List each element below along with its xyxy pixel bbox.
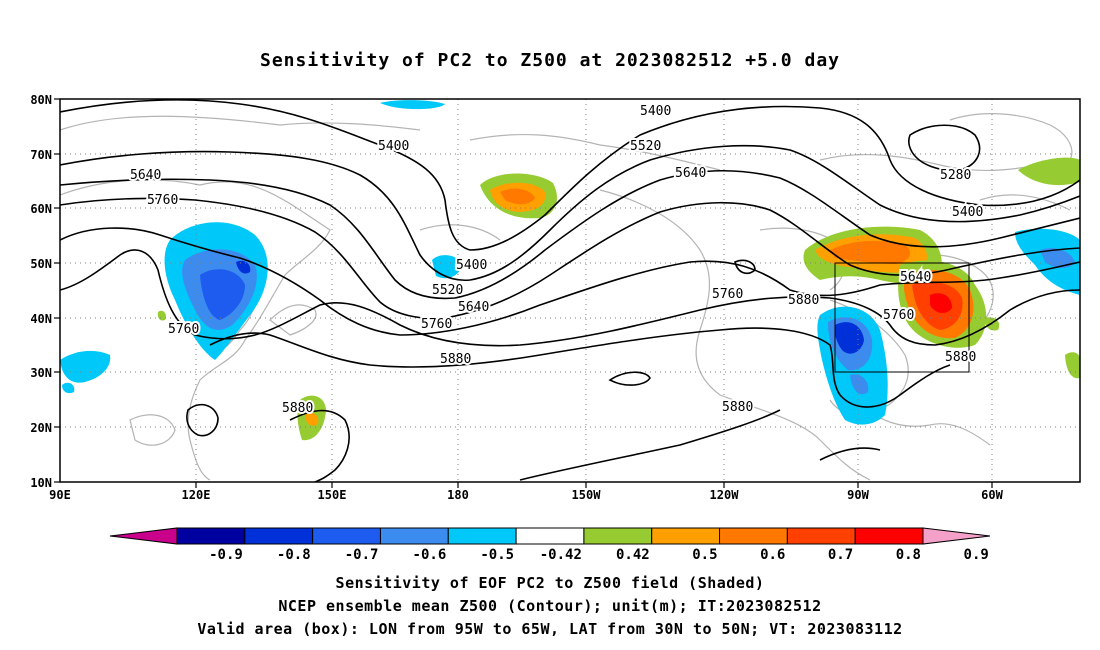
contour-label: 5400 — [640, 104, 671, 119]
contour-label: 5520 — [432, 283, 463, 298]
lon-label: 150W — [572, 488, 602, 502]
contour-label: 5640 — [675, 166, 706, 181]
shade-neg-west-pacific — [60, 350, 111, 383]
contour-label: 5760 — [147, 193, 178, 208]
colorbar-label: -0.7 — [345, 547, 379, 563]
colorbar-segment — [515, 527, 585, 545]
caption-shading: Sensitivity of EOF PC2 to Z500 field (Sh… — [335, 574, 765, 592]
contour-label: 5880 — [440, 352, 471, 367]
contour-label: 5280 — [940, 168, 971, 183]
colorbar-label: 0.9 — [964, 547, 989, 563]
colorbar-label: -0.5 — [480, 547, 514, 563]
contour-label: 5760 — [421, 317, 452, 332]
tick-marks — [54, 98, 993, 488]
colorbar-label: 0.42 — [616, 547, 650, 563]
contour-label: 5400 — [952, 205, 983, 220]
lon-label: 60W — [981, 488, 1003, 502]
lat-label: 60N — [30, 202, 52, 216]
contour-label: 5400 — [378, 139, 409, 154]
z500-contours — [60, 99, 1080, 482]
lon-label: 90E — [49, 488, 71, 502]
valid-area-box — [834, 262, 970, 373]
lon-label: 120W — [710, 488, 740, 502]
contour-label: 5640 — [458, 300, 489, 315]
shade-neg-arctic — [380, 100, 445, 110]
colorbar-segment — [651, 527, 721, 545]
sensitivity-shading — [60, 100, 1080, 441]
contour-label: 5760 — [712, 287, 743, 302]
lon-label: 90W — [847, 488, 869, 502]
colorbar-label: 0.5 — [692, 547, 717, 563]
contour-label: 5640 — [130, 168, 161, 183]
lon-label: 120E — [182, 488, 211, 502]
colorbar-label: -0.9 — [209, 547, 243, 563]
lon-label: 180 — [447, 488, 469, 502]
contour-label: 5640 — [900, 270, 931, 285]
shade-pos-greenland — [1018, 157, 1080, 186]
contour-label: 5880 — [282, 401, 313, 416]
contour-label-box: 5880 — [945, 350, 976, 365]
contour-label: 5760 — [883, 308, 914, 323]
lat-label: 10N — [30, 476, 52, 490]
colorbar-label: 0.8 — [896, 547, 921, 563]
colorbar-segment — [379, 527, 449, 545]
caption-valid-area: Valid area (box): LON from 95W to 65W, L… — [197, 620, 903, 638]
colorbar-label: -0.42 — [540, 547, 582, 563]
colorbar-segment — [176, 527, 246, 545]
lat-label: 40N — [30, 312, 52, 326]
map-title: Sensitivity of PC2 to Z500 at 2023082512… — [259, 50, 840, 71]
latitude-labels: 80N 70N 60N 50N 40N 30N 20N 10N — [30, 93, 52, 490]
colorbar-label: -0.8 — [277, 547, 311, 563]
contour-label: 5520 — [630, 139, 661, 154]
contour-label: 5880 — [722, 400, 753, 415]
contour-labels: 5400 5400 5520 5640 5760 5640 5760 5400 … — [128, 102, 985, 418]
colorbar: -0.9 -0.8 -0.7 -0.6 -0.5 -0.42 0.42 0.5 0.6 0.7 0.… — [109, 527, 991, 563]
shade-pos-far-east — [1065, 352, 1080, 379]
map-frame — [59, 98, 1081, 483]
contour-label: 5400 — [456, 258, 487, 273]
colorbar-segment — [719, 527, 788, 545]
lat-label: 50N — [30, 257, 52, 271]
colorbar-segment — [312, 527, 381, 545]
colorbar-segment — [447, 527, 517, 545]
lon-label: 150E — [318, 488, 347, 502]
contour-label: 5760 — [168, 322, 199, 337]
lat-label: 80N — [30, 93, 52, 107]
lat-label: 70N — [30, 148, 52, 162]
contour-label: 5880 — [788, 293, 819, 308]
lat-label: 20N — [30, 421, 52, 435]
colorbar-max-arrow — [922, 527, 991, 545]
colorbar-segment — [854, 527, 924, 545]
colorbar-label: 0.6 — [760, 547, 785, 563]
colorbar-segment — [786, 527, 856, 545]
colorbar-min-arrow — [109, 527, 178, 545]
colorbar-label: 0.7 — [828, 547, 853, 563]
lat-label: 30N — [30, 366, 52, 380]
caption-contour: NCEP ensemble mean Z500 (Contour); unit(… — [278, 597, 822, 615]
longitude-labels: 90E 120E 150E 180 150W 120W 90W 60W — [49, 488, 1003, 502]
colorbar-segment — [244, 527, 314, 545]
colorbar-segment — [583, 527, 653, 545]
colorbar-label: -0.6 — [413, 547, 447, 563]
